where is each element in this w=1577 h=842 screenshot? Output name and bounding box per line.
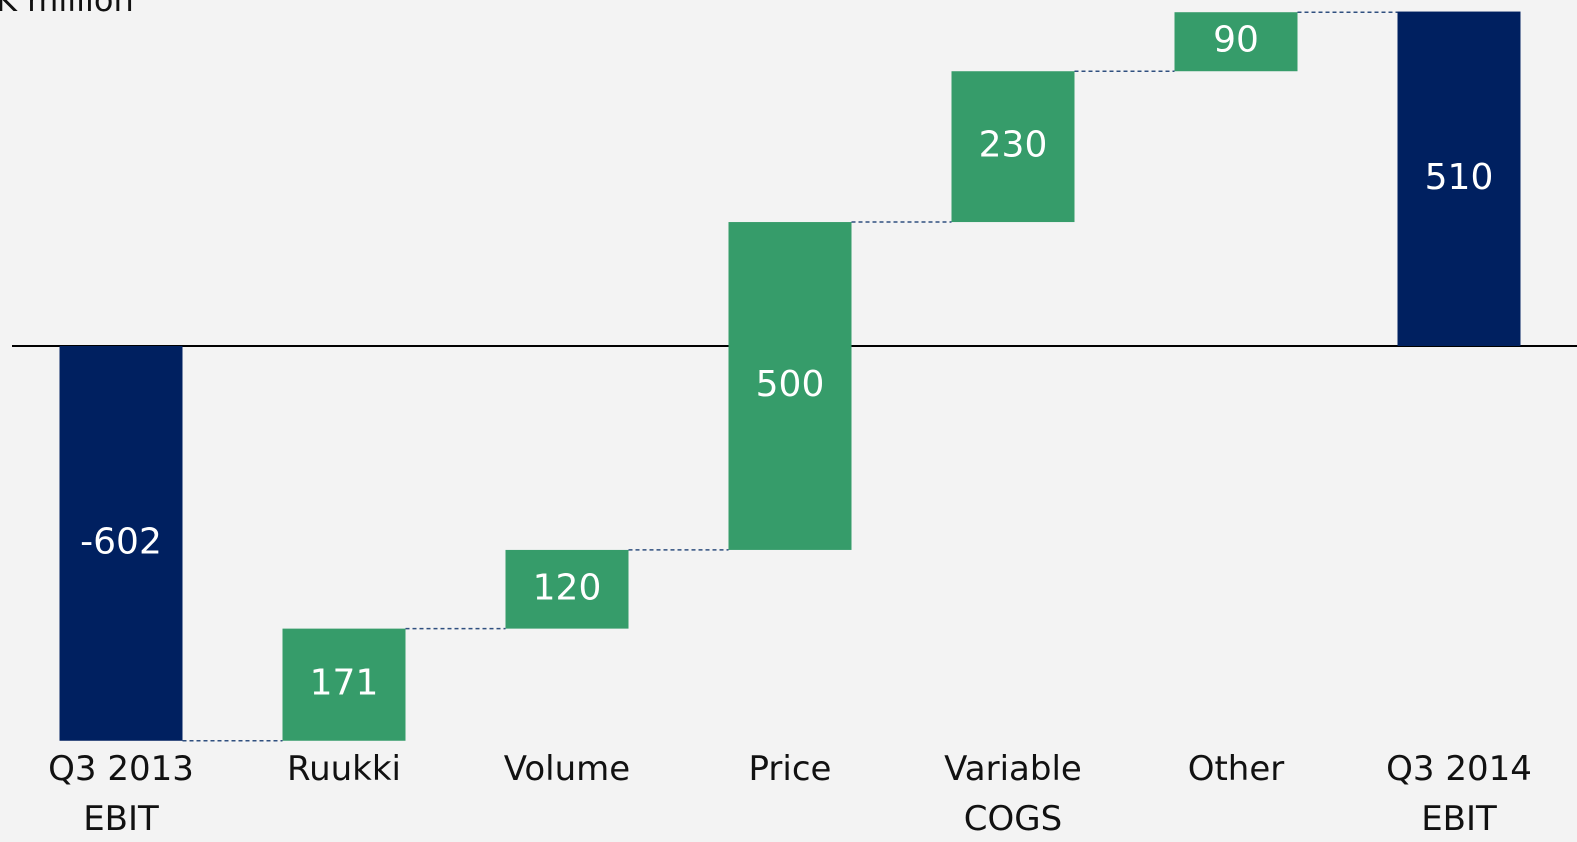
value-label: 90 [1213,20,1259,61]
value-label: 230 [979,125,1048,166]
x-tick-label: Q3 2014 EBIT [1386,749,1532,839]
bar [282,628,406,741]
x-tick-label: Volume [503,749,631,789]
bar [951,71,1075,223]
chart-title: K million [0,0,134,19]
bar [59,345,183,741]
x-tick-label: Price [748,749,832,789]
value-label: 120 [533,567,602,608]
bar [728,222,852,550]
bar [1174,12,1298,72]
value-label: 510 [1425,157,1494,198]
value-label: 171 [310,663,379,704]
bar [505,549,629,629]
x-tick-label: Other [1187,749,1285,789]
bar [1397,11,1521,346]
value-label: 500 [756,364,825,405]
x-tick-label: Ruukki [286,749,402,789]
x-tick-label: Variable COGS [944,749,1082,839]
value-label: -602 [80,521,162,562]
x-tick-label: Q3 2013 EBIT [48,749,194,839]
